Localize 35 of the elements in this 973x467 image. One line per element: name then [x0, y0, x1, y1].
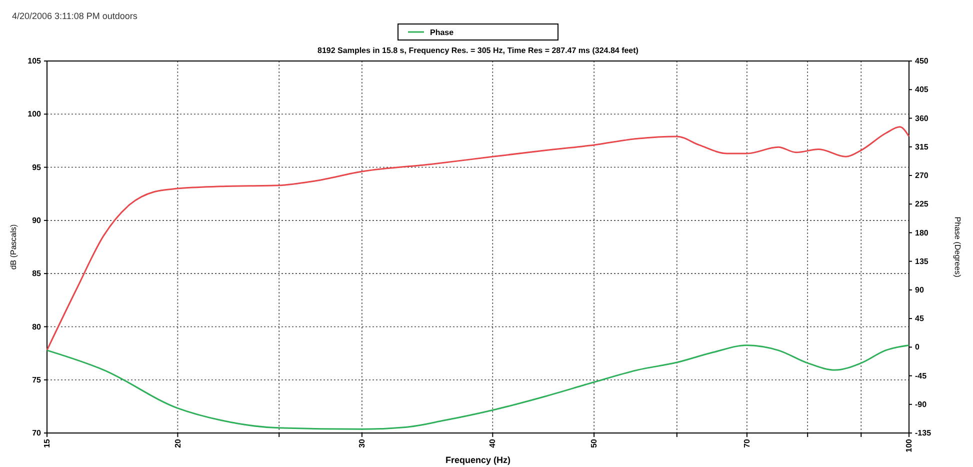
y2-tick-label: 225 — [915, 200, 929, 209]
y2-tick-label: 315 — [915, 142, 929, 152]
y-tick-label: 80 — [32, 322, 42, 332]
text: 4/20/2006 3:11:08 PM outdoors — [12, 11, 138, 21]
x-axis-title: Frequency (Hz) — [445, 455, 511, 465]
y2-tick-label: 270 — [915, 171, 929, 180]
y2-tick-label: 135 — [915, 256, 929, 266]
y2-tick-label: 180 — [915, 228, 929, 238]
y2-tick-label: 90 — [915, 285, 924, 294]
legend-label: Phase — [430, 28, 454, 37]
x-tick-label: 30 — [358, 438, 367, 448]
x-tick-label: 40 — [488, 438, 498, 448]
y2-axis-title: Phase (Degrees) — [953, 216, 962, 278]
y2-tick-label: -135 — [915, 428, 932, 438]
x-tick-label: 20 — [173, 438, 182, 448]
x-tick-label: 100 — [904, 438, 914, 452]
y-tick-label: 75 — [32, 375, 42, 384]
chart-title: 8192 Samples in 15.8 s, Frequency Res. = 305 Hz, Time Res = 287.47 ms (324.84 feet) — [318, 46, 639, 55]
y-axis-title: dB (Pascals) — [9, 224, 18, 270]
y-tick-label: 70 — [32, 428, 42, 438]
x-tick-label: 15 — [42, 438, 52, 448]
y2-tick-label: -90 — [915, 400, 928, 409]
y2-tick-label: 450 — [915, 56, 929, 66]
x-tick-label: 50 — [590, 438, 599, 448]
y-tick-label: 90 — [32, 216, 42, 225]
y-tick-label: 95 — [32, 162, 42, 172]
y2-tick-label: 405 — [915, 85, 929, 94]
y-tick-label: 105 — [28, 56, 42, 66]
y2-tick-label: 360 — [915, 114, 929, 123]
y2-tick-label: 0 — [915, 342, 920, 352]
y-tick-label: 85 — [32, 269, 42, 278]
y-tick-label: 100 — [28, 110, 42, 119]
y2-tick-label: 45 — [915, 314, 924, 324]
y2-tick-label: -45 — [915, 371, 928, 380]
x-tick-label: 70 — [742, 438, 752, 448]
